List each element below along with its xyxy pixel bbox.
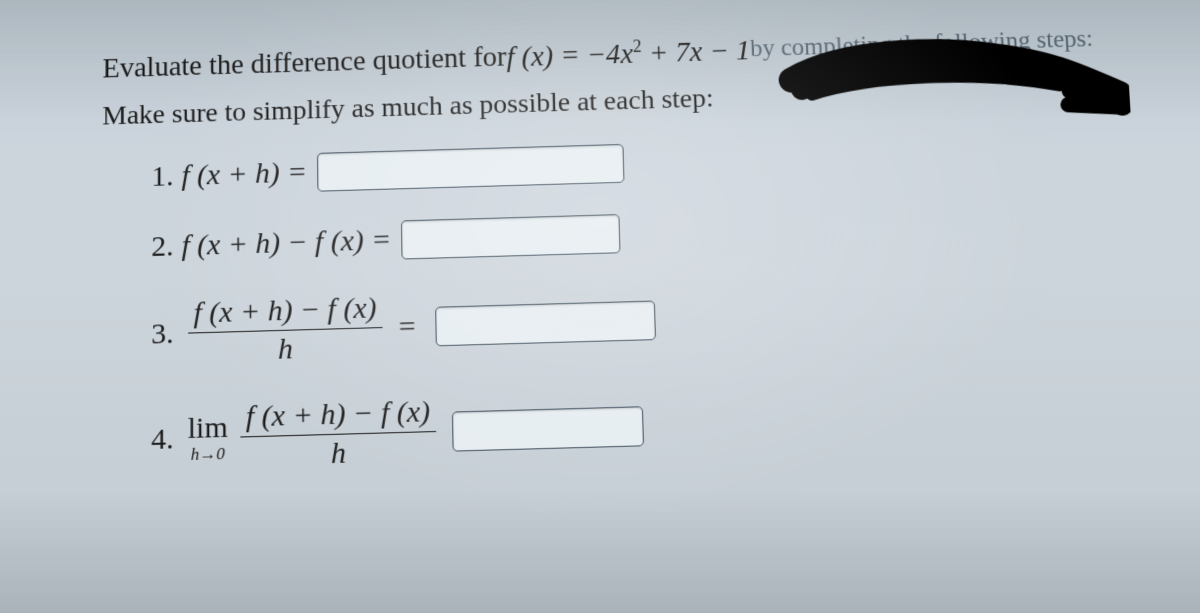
step-2: 2. f (x + h) − f (x) = [151,199,1138,267]
step-1-expression: f (x + h) = [181,156,307,193]
step-4-fraction: f (x + h) − f (x) h [240,395,437,475]
limit-symbol: lim h→0 [188,413,228,463]
step-2-input[interactable] [401,214,621,259]
step-number: 1. [151,160,173,194]
prompt-prefix: Evaluate the difference quotient for [102,41,506,85]
step-3-fraction: f (x + h) − f (x) h [188,291,384,370]
step-3-input[interactable] [435,300,656,346]
step-4: 4. lim h→0 f (x + h) − f (x) h [151,375,1151,477]
step-number: 3. [151,317,173,351]
equals: = [397,310,418,344]
step-2-expression: f (x + h) − f (x) = [182,223,392,262]
step-3: 3. f (x + h) − f (x) h = [151,269,1144,370]
step-number: 4. [151,422,174,457]
step-number: 2. [151,230,173,264]
prompt-suffix: by completing the following steps: [750,26,1094,63]
function-definition: f (x) = −4x2 + 7x − 1 [506,33,751,73]
step-4-input[interactable] [452,406,644,451]
step-1-input[interactable] [317,144,624,192]
step-1: 1. f (x + h) = [151,129,1133,197]
